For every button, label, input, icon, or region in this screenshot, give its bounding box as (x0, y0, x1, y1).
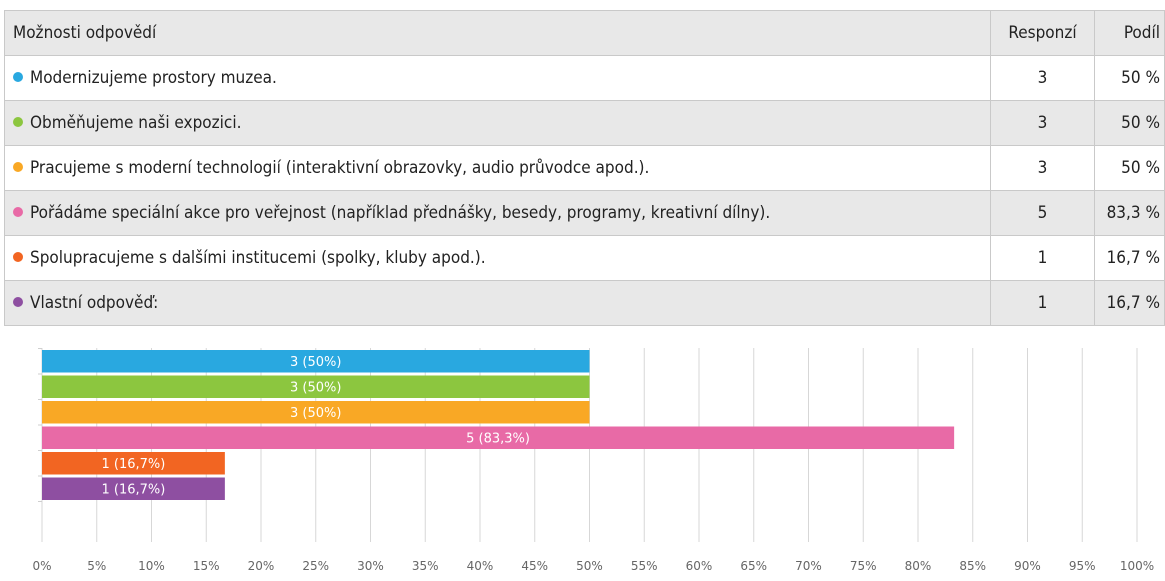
x-tick-label: 35% (412, 559, 439, 573)
option-cell: Pořádáme speciální akce pro veřejnost (n… (4, 190, 991, 236)
chart-x-axis: 0% 5% 10% 15% 20% 25% 30% 35% 40% 45% 50% 55% 60% 65%… (32, 559, 1154, 573)
share-cell: 16,7 % (1094, 235, 1165, 281)
chart-bars: 3 (50%) 3 (50%) 3 (50%) 5 (83,3%) 1 (16,7%) 1… (42, 350, 955, 500)
x-tick-label: 100% (1120, 559, 1154, 573)
table-row: Spolupracujeme s dalšími institucemi (sp… (4, 235, 1165, 281)
x-tick-label: 30% (357, 559, 384, 573)
option-label: Obměňujeme naši expozici. (30, 113, 242, 133)
bar (42, 375, 590, 398)
bar-data-label: 3 (50%) (290, 380, 341, 395)
table-header-row: Možnosti odpovědí Responzí Podíl (4, 10, 1165, 56)
color-dot-icon (13, 252, 23, 262)
x-tick-label: 80% (905, 559, 932, 573)
option-cell: Modernizujeme prostory muzea. (4, 55, 991, 101)
x-tick-label: 5% (87, 559, 106, 573)
option-cell: Obměňujeme naši expozici. (4, 100, 991, 146)
bar-data-label: 3 (50%) (290, 406, 341, 421)
x-tick-label: 90% (1014, 559, 1041, 573)
results-bar-chart: 3 (50%) 3 (50%) 3 (50%) 5 (83,3%) 1 (16,7%) 1… (32, 348, 1154, 573)
responses-cell: 3 (990, 100, 1095, 146)
color-dot-icon (13, 162, 23, 172)
x-tick-label: 70% (795, 559, 822, 573)
x-tick-label: 40% (467, 559, 494, 573)
responses-cell: 3 (990, 145, 1095, 191)
option-label: Spolupracujeme s dalšími institucemi (sp… (30, 248, 486, 268)
table-row: Pracujeme s moderní technologií (interak… (4, 145, 1165, 191)
x-tick-label: 60% (686, 559, 713, 573)
responses-cell: 3 (990, 55, 1095, 101)
color-dot-icon (13, 117, 23, 127)
x-tick-label: 65% (740, 559, 767, 573)
option-label: Pracujeme s moderní technologií (interak… (30, 158, 650, 178)
bar (42, 350, 590, 373)
table-row: Modernizujeme prostory muzea. 3 50 % (4, 55, 1165, 101)
header-responses: Responzí (990, 10, 1095, 56)
table-body: Modernizujeme prostory muzea. 3 50 % Obměňu… (4, 55, 1165, 326)
header-share: Podíl (1094, 10, 1165, 56)
survey-results-table: Možnosti odpovědí Responzí Podíl Moderni… (4, 10, 1165, 326)
x-tick-label: 20% (248, 559, 275, 573)
responses-cell: 1 (990, 235, 1095, 281)
share-cell: 50 % (1094, 55, 1165, 101)
header-option: Možnosti odpovědí (4, 10, 991, 56)
x-tick-label: 10% (138, 559, 165, 573)
x-tick-label: 45% (521, 559, 548, 573)
bar-data-label: 1 (16,7%) (102, 482, 166, 497)
share-cell: 83,3 % (1094, 190, 1165, 236)
option-label: Pořádáme speciální akce pro veřejnost (n… (30, 203, 771, 223)
x-tick-label: 95% (1069, 559, 1096, 573)
bar-data-label: 5 (83,3%) (466, 431, 530, 446)
option-label: Modernizujeme prostory muzea. (30, 68, 277, 88)
option-cell: Vlastní odpověď: (4, 280, 991, 326)
option-cell: Pracujeme s moderní technologií (interak… (4, 145, 991, 191)
responses-cell: 5 (990, 190, 1095, 236)
bar (42, 452, 225, 475)
share-cell: 50 % (1094, 145, 1165, 191)
color-dot-icon (13, 207, 23, 217)
x-tick-label: 50% (576, 559, 603, 573)
x-tick-label: 15% (193, 559, 220, 573)
color-dot-icon (13, 297, 23, 307)
bar (42, 426, 955, 449)
option-cell: Spolupracujeme s dalšími institucemi (sp… (4, 235, 991, 281)
color-dot-icon (13, 72, 23, 82)
bar-data-label: 3 (50%) (290, 355, 341, 370)
table-row: Obměňujeme naši expozici. 3 50 % (4, 100, 1165, 146)
table-row: Pořádáme speciální akce pro veřejnost (n… (4, 190, 1165, 236)
x-tick-label: 55% (631, 559, 658, 573)
responses-cell: 1 (990, 280, 1095, 326)
x-tick-label: 25% (302, 559, 329, 573)
table-row: Vlastní odpověď: 1 16,7 % (4, 280, 1165, 326)
share-cell: 16,7 % (1094, 280, 1165, 326)
bar (42, 477, 225, 500)
bar (42, 401, 590, 424)
x-tick-label: 75% (850, 559, 877, 573)
x-tick-label: 85% (959, 559, 986, 573)
x-tick-label: 0% (32, 559, 51, 573)
bar-data-label: 1 (16,7%) (102, 457, 166, 472)
option-label: Vlastní odpověď: (30, 293, 159, 313)
share-cell: 50 % (1094, 100, 1165, 146)
